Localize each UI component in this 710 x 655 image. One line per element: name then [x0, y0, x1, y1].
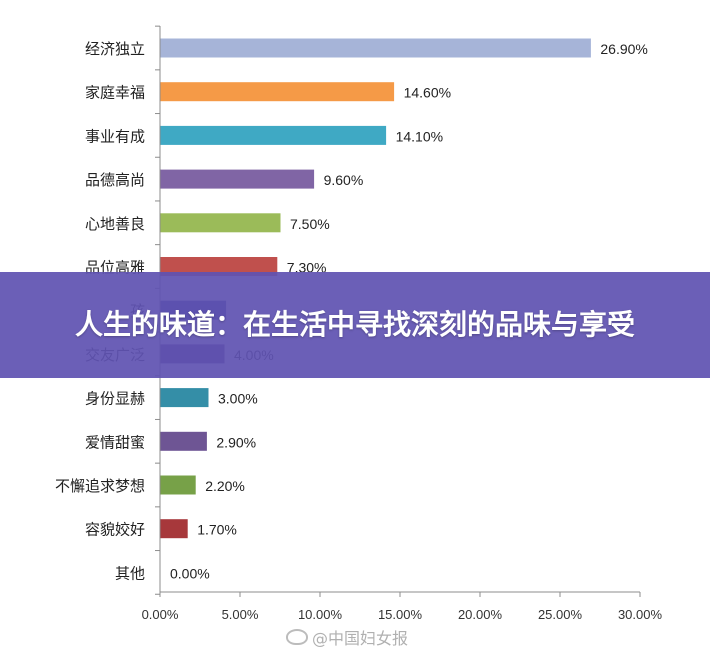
- y-tick-label: 经济独立: [85, 40, 145, 58]
- bar: [160, 388, 209, 408]
- data-label: 14.10%: [396, 128, 443, 144]
- bar: [160, 257, 278, 276]
- y-tick-label: 容貌姣好: [85, 521, 145, 539]
- weibo-icon: [286, 629, 308, 645]
- title-banner: 人生的味道：在生活中寻找深刻的品味与享受: [0, 272, 710, 378]
- data-label: 2.90%: [216, 434, 256, 450]
- y-tick-label: 身份显赫: [85, 390, 145, 408]
- data-label: 1.70%: [197, 522, 237, 538]
- data-label: 2.20%: [205, 478, 245, 494]
- data-label: 26.90%: [600, 41, 647, 57]
- bar: [160, 82, 395, 102]
- bar: [160, 169, 315, 189]
- x-tick-label: 20.00%: [458, 607, 503, 622]
- x-tick-label: 25.00%: [538, 607, 583, 622]
- bar: [160, 519, 188, 539]
- bar: [160, 213, 281, 233]
- x-tick-label: 0.00%: [142, 607, 179, 622]
- y-tick-label: 其他: [115, 564, 145, 582]
- data-label: 14.60%: [404, 85, 451, 101]
- x-tick-label: 5.00%: [222, 607, 259, 622]
- watermark: @中国妇女报: [286, 626, 408, 648]
- bar: [160, 431, 207, 451]
- bar: [160, 475, 196, 495]
- x-tick-label: 10.00%: [298, 607, 343, 622]
- data-label: 7.30%: [287, 260, 327, 276]
- data-label: 3.00%: [218, 391, 258, 407]
- watermark-text: @中国妇女报: [312, 629, 409, 648]
- y-tick-label: 不懈追求梦想: [55, 477, 145, 495]
- y-tick-label: 家庭幸福: [85, 84, 145, 102]
- bar: [160, 125, 387, 145]
- banner-title: 人生的味道：在生活中寻找深刻的品味与享受: [74, 308, 635, 341]
- x-tick-label: 15.00%: [378, 607, 423, 622]
- data-label: 0.00%: [170, 565, 210, 581]
- x-tick-label: 30.00%: [618, 607, 663, 622]
- y-tick-label: 事业有成: [85, 127, 145, 145]
- y-tick-label: 爱情甜蜜: [85, 433, 145, 451]
- data-label: 9.60%: [324, 172, 364, 188]
- y-tick-label: 品德高尚: [85, 171, 145, 189]
- data-label: 7.50%: [290, 216, 330, 232]
- y-tick-label: 心地善良: [85, 215, 145, 233]
- bar: [160, 38, 591, 58]
